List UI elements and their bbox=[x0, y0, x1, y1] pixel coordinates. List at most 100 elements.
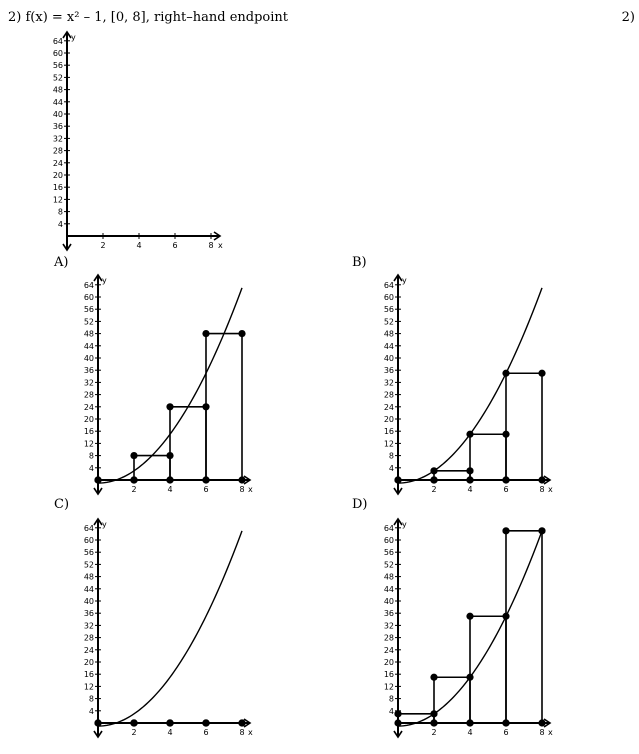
y-tick-label: 12 bbox=[84, 682, 94, 691]
y-tick-label: 64 bbox=[84, 524, 94, 533]
y-tick-label: 24 bbox=[53, 159, 63, 168]
y-tick-label: 20 bbox=[53, 171, 63, 180]
y-tick-label: 48 bbox=[84, 330, 94, 339]
rect-vertex-dot bbox=[502, 527, 510, 535]
y-tick-label: 32 bbox=[384, 621, 394, 630]
x-tick-label: 4 bbox=[467, 728, 472, 737]
y-tick-label: 40 bbox=[384, 354, 394, 363]
x-axis-arrow bbox=[243, 475, 252, 485]
y-tick-label: 44 bbox=[84, 342, 94, 351]
rect-vertex-dot bbox=[130, 476, 138, 484]
y-tick-label: 56 bbox=[84, 305, 94, 314]
y-tick-label: 16 bbox=[384, 427, 394, 436]
option-c-label[interactable]: C) bbox=[54, 497, 70, 512]
y-tick-label: 16 bbox=[384, 670, 394, 679]
y-tick-label: 60 bbox=[84, 536, 94, 545]
rect-vertex-dot bbox=[202, 719, 210, 727]
rect-vertex-dot bbox=[202, 330, 210, 338]
y-tick-label: 20 bbox=[384, 415, 394, 424]
y-tick-label: 44 bbox=[384, 585, 394, 594]
rect-vertex-dot bbox=[166, 719, 174, 727]
y-tick-label: 36 bbox=[84, 609, 94, 618]
y-tick-label: 12 bbox=[53, 195, 63, 204]
y-axis-arrow-down bbox=[62, 243, 72, 252]
rect-vertex-dot bbox=[166, 403, 174, 411]
y-tick-label: 32 bbox=[84, 621, 94, 630]
y-tick-label: 16 bbox=[84, 427, 94, 436]
function-curve bbox=[97, 530, 243, 727]
y-tick-label: 20 bbox=[84, 658, 94, 667]
y-tick-label: 52 bbox=[53, 73, 63, 82]
y-axis-label: y bbox=[102, 276, 107, 285]
rect-vertex-dot bbox=[430, 673, 438, 681]
y-tick-label: 60 bbox=[384, 293, 394, 302]
y-tick-label: 60 bbox=[84, 293, 94, 302]
y-tick-label: 52 bbox=[84, 560, 94, 569]
y-axis-arrow-down bbox=[93, 730, 103, 739]
y-tick-label: 48 bbox=[84, 573, 94, 582]
y-tick-label: 56 bbox=[384, 548, 394, 557]
x-axis-label: x bbox=[548, 485, 553, 494]
x-axis-label: x bbox=[248, 485, 253, 494]
y-axis-label: y bbox=[402, 276, 407, 285]
x-axis-arrow bbox=[213, 231, 222, 241]
y-tick-label: 8 bbox=[389, 695, 394, 704]
y-tick-label: 28 bbox=[384, 391, 394, 400]
y-tick-label: 32 bbox=[53, 134, 63, 143]
x-tick-label: 6 bbox=[503, 728, 508, 737]
function-curve bbox=[397, 287, 543, 484]
y-tick-label: 12 bbox=[384, 439, 394, 448]
y-tick-label: 4 bbox=[58, 220, 63, 229]
x-tick-label: 8 bbox=[539, 728, 544, 737]
y-tick-label: 64 bbox=[84, 281, 94, 290]
y-axis-arrow bbox=[93, 517, 103, 526]
y-tick-label: 56 bbox=[84, 548, 94, 557]
rect-vertex-dot bbox=[238, 719, 246, 727]
y-tick-label: 56 bbox=[53, 61, 63, 70]
rect-vertex-dot bbox=[130, 719, 138, 727]
rect-vertex-dot bbox=[466, 476, 474, 484]
y-tick-label: 52 bbox=[84, 317, 94, 326]
x-tick-label: 4 bbox=[467, 485, 472, 494]
y-axis-arrow-down bbox=[393, 730, 403, 739]
y-tick-label: 64 bbox=[53, 37, 63, 46]
y-tick-label: 44 bbox=[53, 98, 63, 107]
rect-vertex-dot bbox=[130, 452, 138, 460]
x-tick-label: 8 bbox=[239, 728, 244, 737]
option-b-label[interactable]: B) bbox=[352, 255, 367, 270]
x-axis-arrow bbox=[243, 718, 252, 728]
y-tick-label: 8 bbox=[58, 208, 63, 217]
y-tick-label: 52 bbox=[384, 317, 394, 326]
x-axis-label: x bbox=[218, 241, 223, 250]
x-tick-label: 2 bbox=[131, 485, 136, 494]
x-tick-label: 8 bbox=[239, 485, 244, 494]
option-a-label[interactable]: A) bbox=[54, 255, 69, 270]
question-number-right: 2) bbox=[621, 10, 635, 25]
rect-vertex-dot bbox=[166, 476, 174, 484]
y-axis-arrow bbox=[62, 30, 72, 39]
y-tick-label: 8 bbox=[89, 452, 94, 461]
function-curve bbox=[397, 530, 543, 727]
y-tick-label: 64 bbox=[384, 524, 394, 533]
y-tick-label: 20 bbox=[384, 658, 394, 667]
rect-vertex-dot bbox=[238, 330, 246, 338]
y-tick-label: 44 bbox=[384, 342, 394, 351]
rect-vertex-dot bbox=[538, 369, 546, 377]
y-tick-label: 4 bbox=[389, 464, 394, 473]
x-tick-label: 6 bbox=[203, 728, 208, 737]
y-tick-label: 60 bbox=[53, 49, 63, 58]
y-axis-arrow bbox=[393, 273, 403, 282]
y-tick-label: 36 bbox=[84, 366, 94, 375]
y-tick-label: 24 bbox=[84, 646, 94, 655]
rect-vertex-dot bbox=[394, 710, 402, 718]
y-axis-arrow-down bbox=[393, 487, 403, 496]
y-tick-label: 32 bbox=[84, 378, 94, 387]
rect-vertex-dot bbox=[94, 476, 102, 484]
y-tick-label: 40 bbox=[384, 597, 394, 606]
option-d-label[interactable]: D) bbox=[352, 497, 368, 512]
x-tick-label: 4 bbox=[136, 241, 141, 250]
x-axis-arrow bbox=[543, 718, 552, 728]
rect-vertex-dot bbox=[202, 476, 210, 484]
